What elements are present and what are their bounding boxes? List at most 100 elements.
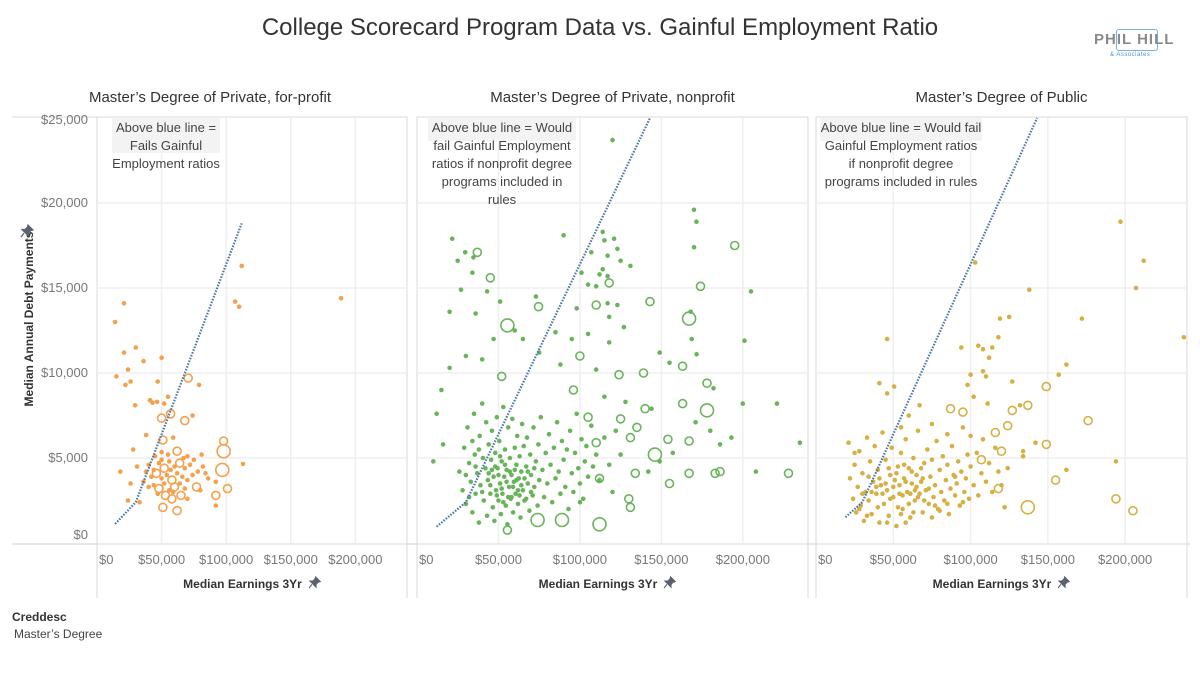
data-point[interactable] xyxy=(579,270,584,276)
data-point[interactable] xyxy=(502,525,513,535)
data-point[interactable] xyxy=(880,491,885,497)
data-point[interactable] xyxy=(1002,505,1007,510)
data-point[interactable] xyxy=(968,433,973,439)
data-point[interactable] xyxy=(874,491,879,497)
data-point[interactable] xyxy=(458,287,464,293)
data-point[interactable] xyxy=(996,469,1001,474)
data-point[interactable] xyxy=(457,469,462,474)
pushpin-icon[interactable] xyxy=(20,223,35,243)
data-point[interactable] xyxy=(159,476,164,481)
data-point[interactable] xyxy=(222,483,233,494)
data-point[interactable] xyxy=(710,468,720,479)
data-point[interactable] xyxy=(447,365,452,371)
data-point[interactable] xyxy=(505,425,511,430)
data-point[interactable] xyxy=(883,481,888,486)
data-point[interactable] xyxy=(605,273,610,279)
data-point[interactable] xyxy=(470,270,475,276)
data-point[interactable] xyxy=(649,406,654,412)
data-point[interactable] xyxy=(999,482,1004,488)
data-point[interactable] xyxy=(955,459,961,464)
data-point[interactable] xyxy=(473,491,478,497)
data-point[interactable] xyxy=(684,436,694,446)
data-point[interactable] xyxy=(125,367,131,372)
data-point[interactable] xyxy=(468,479,474,485)
data-point[interactable] xyxy=(465,425,470,430)
data-point[interactable] xyxy=(541,494,547,500)
data-point[interactable] xyxy=(434,411,439,417)
data-point[interactable] xyxy=(615,414,626,424)
data-point[interactable] xyxy=(630,468,641,479)
data-point[interactable] xyxy=(960,499,966,505)
data-point[interactable] xyxy=(174,471,180,476)
data-point[interactable] xyxy=(1141,258,1146,264)
data-point[interactable] xyxy=(900,506,905,512)
data-point[interactable] xyxy=(589,250,594,255)
data-point[interactable] xyxy=(591,437,602,448)
data-point[interactable] xyxy=(943,477,949,483)
data-point[interactable] xyxy=(496,472,501,478)
data-point[interactable] xyxy=(502,462,508,468)
data-point[interactable] xyxy=(597,272,602,277)
data-point[interactable] xyxy=(891,384,897,389)
data-point[interactable] xyxy=(203,471,208,476)
data-point[interactable] xyxy=(183,373,193,383)
data-point[interactable] xyxy=(553,476,558,481)
data-point[interactable] xyxy=(914,484,919,490)
data-point[interactable] xyxy=(884,488,890,493)
data-point[interactable] xyxy=(168,467,173,473)
data-point[interactable] xyxy=(165,408,176,419)
data-point[interactable] xyxy=(614,369,624,380)
data-point[interactable] xyxy=(997,316,1003,321)
data-point[interactable] xyxy=(797,440,803,446)
data-point[interactable] xyxy=(691,207,697,213)
data-point[interactable] xyxy=(980,369,986,374)
data-point[interactable] xyxy=(657,350,662,355)
data-point[interactable] xyxy=(473,464,478,469)
data-point[interactable] xyxy=(742,338,747,344)
data-point[interactable] xyxy=(937,508,942,513)
data-point[interactable] xyxy=(170,489,176,495)
data-point[interactable] xyxy=(783,468,794,479)
data-point[interactable] xyxy=(472,247,483,258)
data-point[interactable] xyxy=(530,493,535,498)
data-point[interactable] xyxy=(156,460,162,466)
data-point[interactable] xyxy=(554,512,570,528)
data-point[interactable] xyxy=(929,421,935,427)
data-point[interactable] xyxy=(980,346,986,352)
data-point[interactable] xyxy=(894,523,899,529)
data-point[interactable] xyxy=(694,219,699,224)
data-point[interactable] xyxy=(860,471,865,476)
data-point[interactable] xyxy=(606,340,612,345)
data-point[interactable] xyxy=(980,437,986,442)
data-point[interactable] xyxy=(440,442,446,447)
data-point[interactable] xyxy=(891,484,896,490)
data-point[interactable] xyxy=(945,403,956,414)
data-point[interactable] xyxy=(667,360,672,366)
data-point[interactable] xyxy=(522,476,527,481)
data-point[interactable] xyxy=(853,510,859,515)
data-point[interactable] xyxy=(585,282,591,287)
data-point[interactable] xyxy=(1064,362,1069,367)
data-point[interactable] xyxy=(1020,499,1036,515)
data-point[interactable] xyxy=(932,503,938,508)
data-point[interactable] xyxy=(600,267,605,272)
data-point[interactable] xyxy=(1118,219,1123,224)
data-point[interactable] xyxy=(869,489,874,495)
data-point[interactable] xyxy=(912,498,918,503)
data-point[interactable] xyxy=(729,435,734,440)
data-point[interactable] xyxy=(875,505,881,510)
data-point[interactable] xyxy=(240,461,246,467)
data-point[interactable] xyxy=(917,403,922,408)
data-point[interactable] xyxy=(133,345,139,350)
data-point[interactable] xyxy=(564,447,570,452)
data-point[interactable] xyxy=(901,462,907,468)
data-point[interactable] xyxy=(976,343,981,349)
data-point[interactable] xyxy=(921,498,927,503)
data-point[interactable] xyxy=(151,468,162,479)
data-point[interactable] xyxy=(886,513,891,519)
data-point[interactable] xyxy=(884,336,890,342)
data-point[interactable] xyxy=(993,445,998,451)
data-point[interactable] xyxy=(887,472,893,478)
data-point[interactable] xyxy=(558,491,563,497)
data-point[interactable] xyxy=(1006,314,1012,320)
